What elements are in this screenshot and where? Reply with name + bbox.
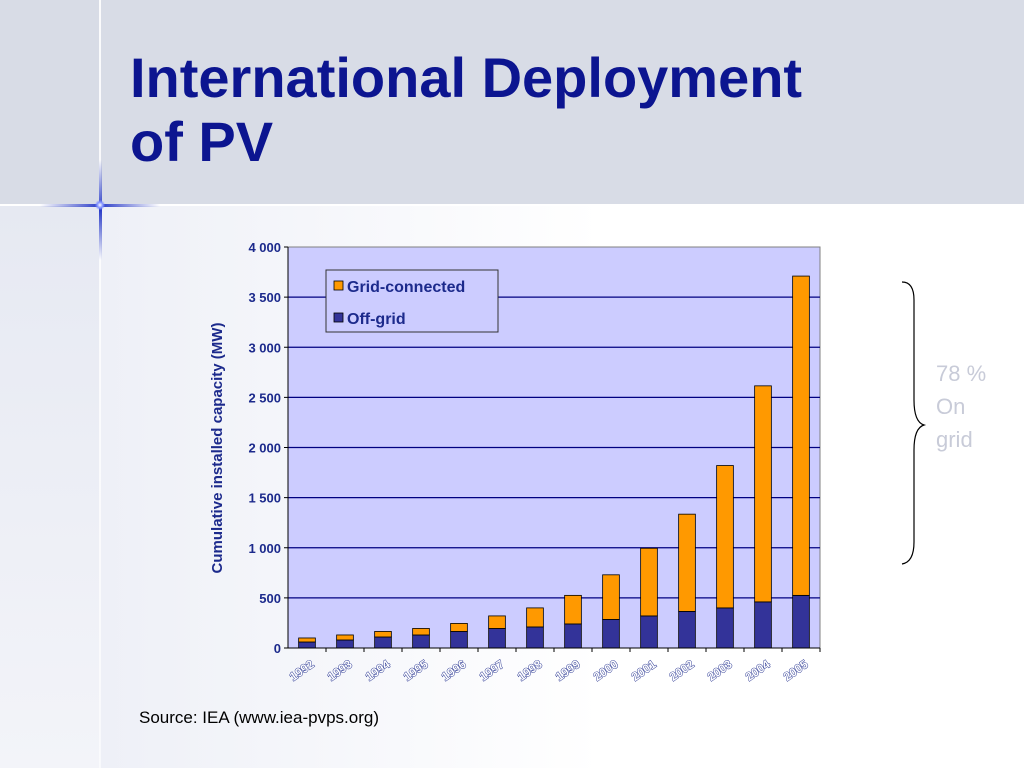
crosshair-star [95, 200, 105, 210]
note-line-1: 78 % [936, 361, 987, 386]
y-tick-label: 3 000 [248, 340, 281, 355]
bar-off-grid-1999 [564, 623, 582, 649]
bar-grid-connected-1998 [526, 607, 544, 628]
crosshair-vertical [99, 160, 102, 260]
bar-grid-connected-2002 [678, 513, 696, 612]
x-tick-label: 2002 [667, 657, 697, 684]
y-tick-label: 2 500 [248, 390, 281, 405]
title-line-2: of PV [130, 110, 274, 173]
bar-off-grid-1996 [450, 631, 468, 649]
bar-off-grid-2005 [792, 594, 810, 649]
y-axis-label: Cumulative installed capacity (MW) [209, 323, 226, 574]
vertical-rule [99, 0, 101, 768]
bar-grid-connected-2005 [792, 275, 810, 596]
bar-off-grid-1998 [526, 626, 544, 649]
bar-off-grid-2003 [716, 607, 734, 649]
x-tick-label: 2001 [629, 657, 659, 684]
y-tick-label: 1 500 [248, 491, 281, 506]
bar-off-grid-1994 [374, 636, 392, 649]
bar-off-grid-2000 [602, 619, 620, 649]
horizontal-rule [0, 204, 1024, 206]
bar-off-grid-2002 [678, 611, 696, 649]
legend-box [325, 269, 499, 333]
note-line-3: grid [936, 427, 973, 452]
source-citation: Source: IEA (www.iea-pvps.org) [139, 708, 379, 727]
bar-off-grid-2001 [640, 615, 658, 649]
y-tick-label: 1 000 [248, 541, 281, 556]
bar-grid-connected-1996 [450, 623, 468, 632]
x-tick-label: 1999 [553, 657, 583, 684]
x-tick-label: 1997 [477, 657, 507, 684]
y-tick-label: 0 [274, 641, 281, 656]
bar-grid-connected-2003 [716, 465, 734, 609]
title-band [0, 0, 1024, 205]
bar-grid-connected-1994 [374, 631, 392, 638]
legend-label-grid-connected: Grid-connected [347, 279, 465, 296]
bar-off-grid-2004 [754, 601, 772, 649]
slide-title: International Deployment of PV [130, 46, 1010, 174]
note-line-2: On [936, 394, 966, 419]
x-tick-label: 1994 [363, 657, 393, 684]
bar-grid-connected-1999 [564, 594, 582, 625]
bar-off-grid-1995 [412, 634, 430, 649]
y-tick-label: 500 [259, 591, 281, 606]
x-tick-label: 1995 [401, 657, 431, 684]
on-grid-note: 78 % On grid [936, 357, 1016, 456]
x-tick-label: 2004 [743, 657, 773, 684]
legend-swatch-grid-connected [333, 280, 344, 291]
y-tick-labels: 0 500 1 000 1 500 2 000 2 500 3 000 3 500 4 000 [248, 240, 288, 656]
x-tick-label: 2005 [781, 657, 811, 684]
title-line-1: International Deployment [130, 46, 803, 109]
y-tick-label: 4 000 [248, 240, 281, 255]
bar-grid-connected-1993 [336, 634, 354, 641]
left-margin-band [0, 205, 100, 768]
bar-off-grid-1997 [488, 628, 506, 649]
bars [298, 275, 810, 649]
bar-grid-connected-1992 [298, 637, 316, 643]
bar-grid-connected-2004 [754, 385, 772, 603]
bar-grid-connected-2000 [602, 574, 620, 620]
bar-grid-connected-1997 [488, 615, 506, 629]
bar-off-grid-1993 [336, 639, 354, 649]
bar-off-grid-1992 [298, 641, 316, 649]
x-tick-label: 1992 [287, 657, 317, 684]
x-tick-label: 2003 [705, 657, 735, 684]
x-tick-label: 1996 [439, 657, 469, 684]
y-tick-label: 3 500 [248, 290, 281, 305]
bar-grid-connected-1995 [412, 628, 430, 636]
right-brace-icon [901, 281, 927, 565]
x-tick-labels: 1992 1993 1994 1995 1996 1997 1998 1999 2000 2001… [286, 648, 821, 684]
legend: Grid-connected Off-grid [325, 269, 499, 333]
x-tick-label: 1998 [515, 657, 545, 684]
legend-label-off-grid: Off-grid [347, 311, 406, 328]
bar-grid-connected-2001 [640, 547, 658, 617]
y-tick-label: 2 000 [248, 441, 281, 456]
legend-swatch-off-grid [333, 312, 344, 323]
x-tick-label: 1993 [325, 657, 355, 684]
x-tick-label: 2000 [591, 657, 621, 684]
